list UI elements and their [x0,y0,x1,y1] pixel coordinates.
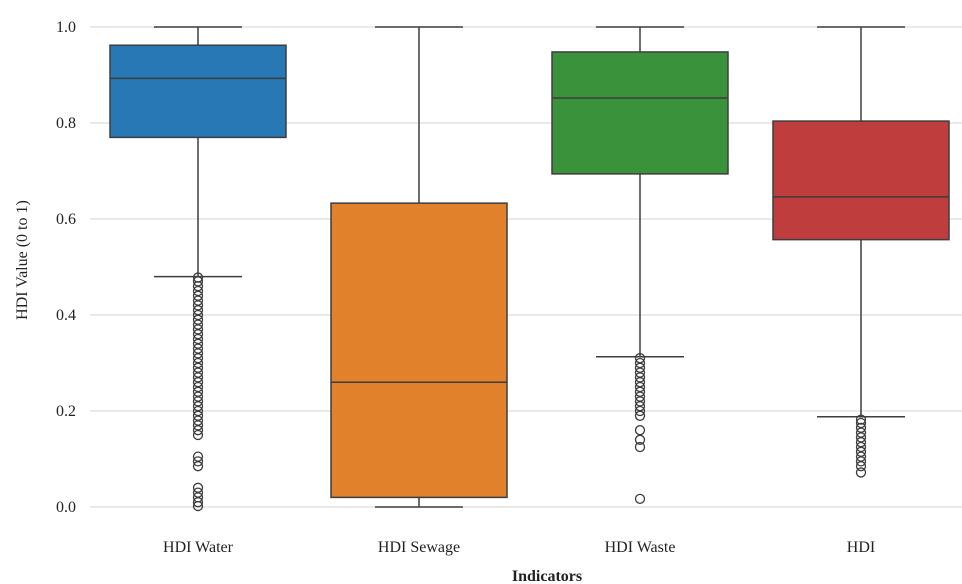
x-tick-label: HDI Waste [605,539,676,556]
outlier-point [636,494,645,503]
y-tick-label: 0.4 [56,307,76,324]
outlier-point [636,426,645,435]
box-group [773,27,949,477]
box-iqr [773,121,949,240]
box-layer [110,27,949,511]
x-tick-label: HDI Sewage [378,539,460,556]
box-group [552,27,728,503]
y-axis-title: HDI Value (0 to 1) [14,200,31,320]
y-tick-label: 0.0 [56,499,76,516]
x-axis-title: Indicators [512,568,582,584]
y-tick-label: 1.0 [56,19,76,36]
outlier-point [857,468,866,477]
box-iqr [552,52,728,174]
box-group [331,27,507,507]
box-iqr [110,45,286,137]
box-group [110,27,286,511]
y-tick-label: 0.8 [56,115,76,132]
box-iqr [331,203,507,497]
y-tick-label: 0.2 [56,403,76,420]
y-tick-label: 0.6 [56,211,76,228]
x-tick-label: HDI [847,539,875,556]
x-tick-label: HDI Water [163,539,234,556]
